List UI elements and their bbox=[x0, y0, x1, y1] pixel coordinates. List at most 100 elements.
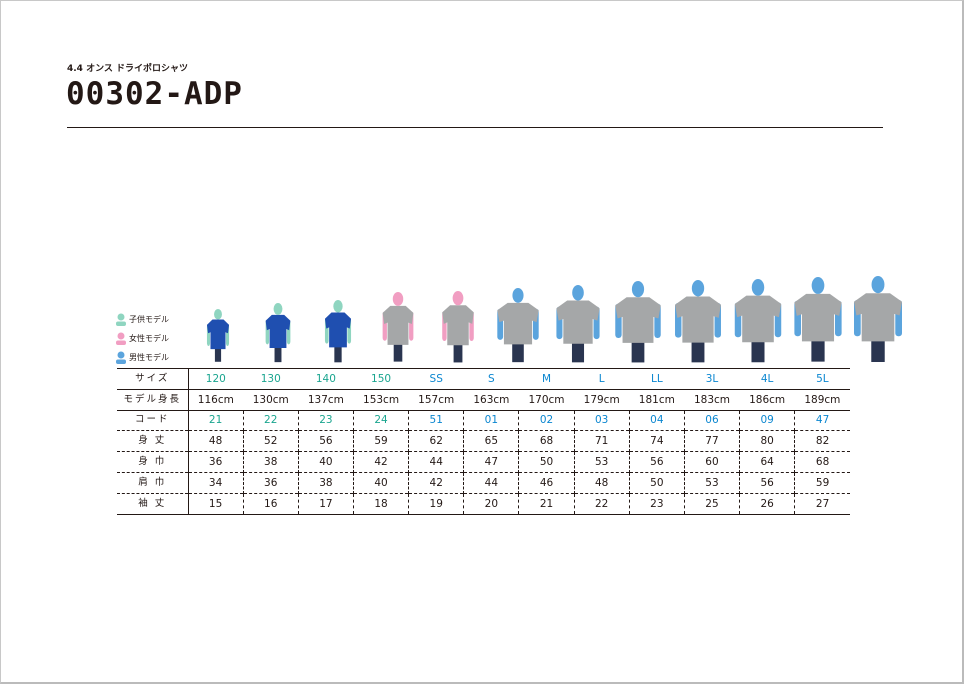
table-cell: 48 bbox=[188, 430, 244, 452]
table-cell: 27 bbox=[794, 492, 850, 515]
person-icon bbox=[116, 313, 126, 326]
table-cell: 50 bbox=[518, 451, 575, 473]
person-icon bbox=[116, 351, 126, 364]
table-cell: 40 bbox=[297, 451, 354, 473]
table-cell: 179cm bbox=[574, 388, 630, 411]
table-cell: L bbox=[574, 368, 630, 390]
model-silhouette bbox=[556, 284, 600, 363]
row-label: 身 巾 bbox=[117, 451, 189, 473]
table-cell: 52 bbox=[242, 430, 299, 452]
person-icon bbox=[116, 332, 126, 345]
table-cell: 183cm bbox=[684, 388, 740, 411]
table-cell: 186cm bbox=[739, 388, 795, 411]
legend-item-female: 女性モデル bbox=[116, 329, 169, 348]
table-cell: 46 bbox=[518, 471, 575, 494]
table-cell: 23 bbox=[297, 409, 354, 431]
table-cell: 09 bbox=[739, 409, 795, 431]
row-label: 袖 丈 bbox=[117, 492, 189, 515]
table-cell: 44 bbox=[408, 451, 464, 473]
model-silhouette bbox=[206, 309, 230, 363]
table-cell: 60 bbox=[683, 451, 740, 473]
table-cell: 22 bbox=[242, 409, 299, 431]
table-cell: 137cm bbox=[298, 388, 354, 411]
table-cell: 48 bbox=[573, 471, 630, 494]
model-figure bbox=[308, 270, 368, 368]
row-label: モデル身長 bbox=[117, 388, 189, 411]
table-cell: 26 bbox=[739, 492, 795, 515]
table-cell: 74 bbox=[628, 430, 685, 452]
model-figures bbox=[188, 270, 902, 368]
table-cell: 64 bbox=[739, 451, 795, 473]
table-cell: 68 bbox=[518, 430, 575, 452]
table-row: モデル身長 116cm 130cm 137cm 153cm 157cm 163cm 170cm… bbox=[117, 388, 850, 411]
model-silhouette bbox=[265, 302, 291, 363]
table-row: 袖 丈 15 16 17 18 19 20 21 22 23 25 26 27 bbox=[117, 492, 850, 515]
table-cell: 77 bbox=[683, 430, 740, 452]
legend-label: 子供モデル bbox=[129, 314, 169, 324]
table-cell: 130 bbox=[243, 368, 299, 390]
legend-item-male: 男性モデル bbox=[116, 348, 169, 367]
table-cell: 19 bbox=[408, 492, 464, 515]
table-cell: 140 bbox=[298, 368, 354, 390]
model-silhouette bbox=[497, 287, 539, 363]
row-label: 身 丈 bbox=[117, 430, 189, 452]
table-cell: 24 bbox=[352, 409, 409, 431]
title-rule bbox=[67, 127, 883, 128]
table-cell: 82 bbox=[794, 430, 850, 452]
table-cell: 3L bbox=[684, 368, 740, 390]
table-cell: 47 bbox=[463, 451, 519, 473]
model-silhouette bbox=[675, 279, 721, 363]
table-row: 肩 巾 34 36 38 40 42 44 46 48 50 53 56 59 bbox=[117, 471, 850, 494]
model-silhouette bbox=[734, 278, 782, 363]
table-cell: 65 bbox=[463, 430, 519, 452]
table-cell: 163cm bbox=[463, 388, 519, 411]
table-row: サイズ 120 130 140 150 SS S M L LL 3L 4L 5L bbox=[117, 368, 850, 390]
table-cell: LL bbox=[629, 368, 685, 390]
table-cell: 4L bbox=[739, 368, 795, 390]
model-silhouette bbox=[794, 277, 842, 363]
table-cell: 157cm bbox=[408, 388, 464, 411]
table-cell: 51 bbox=[408, 409, 464, 431]
table-cell: SS bbox=[408, 368, 464, 390]
table-cell: 25 bbox=[683, 492, 740, 515]
table-cell: 56 bbox=[628, 451, 685, 473]
table-cell: 53 bbox=[683, 471, 740, 494]
model-figure bbox=[248, 270, 308, 368]
model-figure bbox=[488, 270, 548, 368]
model-figure bbox=[668, 270, 728, 368]
table-cell: 189cm bbox=[794, 388, 850, 411]
table-cell: 170cm bbox=[518, 388, 575, 411]
table-cell: 38 bbox=[242, 451, 299, 473]
table-cell: 181cm bbox=[629, 388, 685, 411]
model-figure bbox=[848, 270, 908, 368]
table-row: 身 丈 48 52 56 59 62 65 68 71 74 77 80 82 bbox=[117, 430, 850, 452]
model-figure bbox=[788, 270, 848, 368]
row-label: 肩 巾 bbox=[117, 471, 189, 494]
table-cell: S bbox=[463, 368, 519, 390]
table-cell: 15 bbox=[188, 492, 244, 515]
model-figure bbox=[728, 270, 788, 368]
table-cell: 20 bbox=[463, 492, 519, 515]
table-cell: 130cm bbox=[243, 388, 299, 411]
table-cell: 17 bbox=[297, 492, 354, 515]
row-label: サイズ bbox=[117, 368, 189, 390]
table-cell: 50 bbox=[628, 471, 685, 494]
model-silhouette bbox=[382, 292, 414, 363]
product-title: 00302-ADP bbox=[66, 76, 243, 112]
model-figure bbox=[608, 270, 668, 368]
table-cell: 18 bbox=[352, 492, 409, 515]
table-cell: 56 bbox=[739, 471, 795, 494]
table-cell: 59 bbox=[794, 471, 850, 494]
table-row: コード 21 22 23 24 51 01 02 03 04 06 09 47 bbox=[117, 409, 850, 431]
legend-label: 男性モデル bbox=[129, 352, 169, 362]
table-cell: 44 bbox=[463, 471, 519, 494]
table-cell: 01 bbox=[463, 409, 519, 431]
table-cell: 59 bbox=[352, 430, 409, 452]
table-cell: 53 bbox=[573, 451, 630, 473]
table-cell: 153cm bbox=[353, 388, 409, 411]
product-subtitle: 4.4 オンス ドライポロシャツ bbox=[67, 64, 189, 74]
table-cell: 36 bbox=[242, 471, 299, 494]
model-silhouette bbox=[615, 280, 661, 363]
table-cell: 36 bbox=[188, 451, 244, 473]
